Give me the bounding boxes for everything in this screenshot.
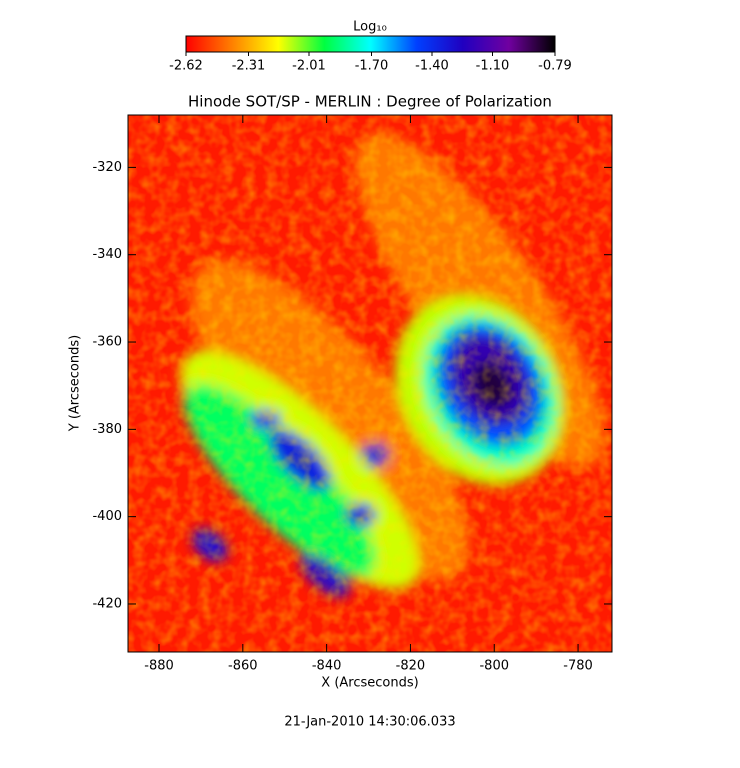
- x-tick-label: -800: [479, 659, 509, 674]
- colorbar-label: Log₁₀: [353, 20, 387, 35]
- y-tick-label: -400: [92, 509, 122, 524]
- y-tick-label: -340: [92, 247, 122, 262]
- y-tick-label: -320: [92, 160, 122, 175]
- colorbar-tick-label: -1.40: [415, 59, 449, 74]
- y-tick-label: -360: [92, 335, 122, 350]
- polarization-image: [128, 115, 612, 652]
- y-tick-label: -380: [92, 422, 122, 437]
- y-tick-label: -420: [92, 596, 122, 611]
- colorbar: [185, 35, 556, 53]
- chart-title: Hinode SOT/SP - MERLIN : Degree of Polar…: [188, 93, 552, 111]
- footnote: 21-Jan-2010 14:30:06.033: [284, 715, 455, 730]
- colorbar-tick-label: -1.70: [355, 59, 389, 74]
- colorbar-tick-label: -2.31: [232, 59, 266, 74]
- y-axis-label: Y (Arcseconds): [68, 335, 83, 432]
- colorbar-tick-label: -2.01: [292, 59, 326, 74]
- colorbar-tick-label: -2.62: [169, 59, 203, 74]
- x-tick-label: -880: [144, 659, 174, 674]
- x-axis-label: X (Arcseconds): [321, 676, 418, 691]
- plot-frame: [127, 114, 613, 653]
- x-tick-label: -840: [312, 659, 342, 674]
- x-tick-label: -820: [396, 659, 426, 674]
- colorbar-tick-label: -1.10: [476, 59, 510, 74]
- colorbar-tick-label: -0.79: [538, 59, 572, 74]
- x-tick-label: -860: [228, 659, 258, 674]
- x-tick-label: -780: [563, 659, 593, 674]
